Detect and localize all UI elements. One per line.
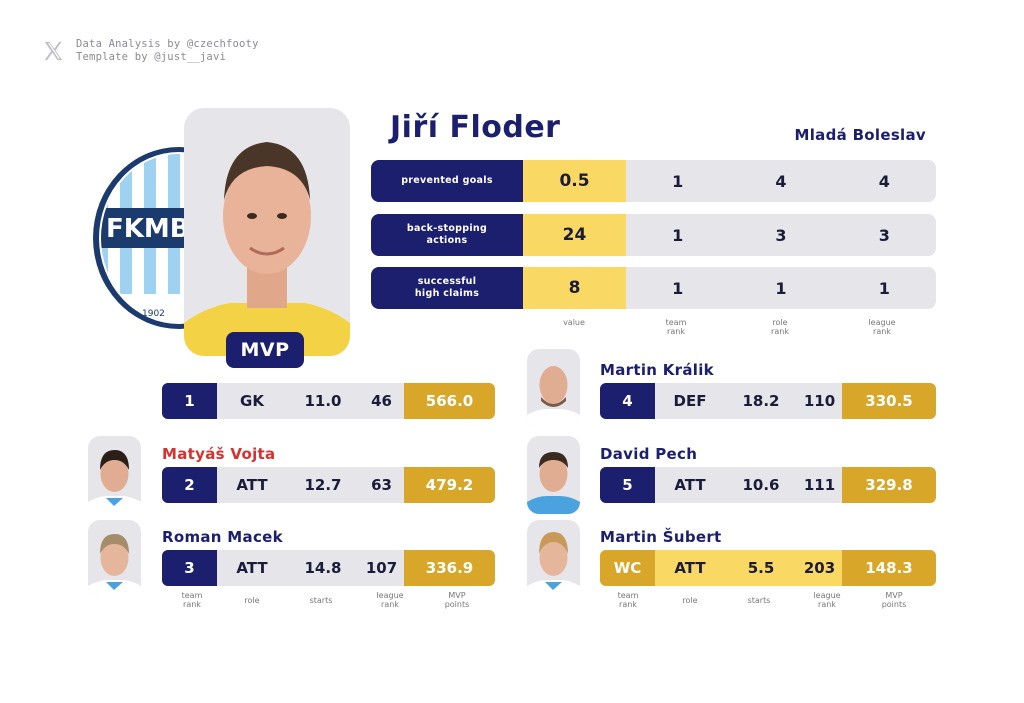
- col-header-league-rank: league rank: [813, 591, 841, 609]
- stat-row-back-stopping: back-stopping actions 24 1 3 3: [371, 214, 936, 256]
- col-header-role: role: [244, 596, 260, 605]
- credit-line-template: Template by @just__javi: [76, 51, 226, 63]
- main-player-photo: [184, 108, 350, 356]
- col-header-mvp-points: MVP points: [881, 591, 907, 609]
- stat-role-rank: 1: [775, 278, 787, 298]
- stat-label: successful high claims: [371, 267, 523, 309]
- crest-text: FKMB: [106, 214, 190, 244]
- player-portrait-icon: [88, 534, 141, 598]
- col-header-starts: starts: [309, 596, 333, 605]
- ranking-row-macek: 3 ATT 14.8 107 336.9: [162, 550, 495, 586]
- stat-label: prevented goals: [371, 160, 523, 202]
- player-photo-vojta: [88, 436, 141, 514]
- role: ATT: [236, 559, 268, 577]
- ranking-row-vojta: 2 ATT 12.7 63 479.2: [162, 467, 495, 503]
- stat-league-rank: 3: [878, 225, 890, 245]
- col-header-team-rank: team rank: [617, 591, 639, 609]
- mvp-points: 566.0: [404, 383, 495, 419]
- stat-league-rank: 4: [878, 171, 890, 191]
- player-photo-kralik: [527, 349, 580, 427]
- league-rank: 107: [365, 559, 398, 577]
- header-value: value: [563, 318, 585, 327]
- player-name-kralik: Martin Králik: [600, 361, 714, 379]
- stat-team-rank: 1: [672, 225, 684, 245]
- starts: 5.5: [747, 559, 775, 577]
- stat-team-rank: 1: [672, 171, 684, 191]
- stat-row-prevented-goals: prevented goals 0.5 1 4 4: [371, 160, 936, 202]
- stat-role-rank: 4: [775, 171, 787, 191]
- stat-team-rank: 1: [672, 278, 684, 298]
- ranking-row-subert: WC ATT 5.5 203 148.3: [600, 550, 936, 586]
- team-rank: 4: [600, 383, 655, 419]
- player-name-pech: David Pech: [600, 445, 698, 463]
- player-name: Jiří Floder: [390, 110, 561, 145]
- team-rank: 3: [162, 550, 217, 586]
- team-rank: 1: [162, 383, 217, 419]
- mvp-badge: MVP: [226, 332, 304, 368]
- col-header-mvp-points: MVP points: [444, 591, 470, 609]
- credit-lines: Data Analysis by @czechfooty Template by…: [76, 38, 259, 64]
- starts: 11.0: [304, 392, 342, 410]
- player-portrait-icon: [184, 142, 350, 356]
- league-rank: 203: [803, 559, 836, 577]
- ranking-row-main: 1 GK 11.0 46 566.0: [162, 383, 495, 419]
- role: DEF: [673, 392, 707, 410]
- col-header-league-rank: league rank: [376, 591, 404, 609]
- player-portrait-icon: [527, 366, 580, 427]
- stat-league-rank: 1: [878, 278, 890, 298]
- league-rank: 110: [803, 392, 836, 410]
- starts: 12.7: [304, 476, 342, 494]
- header-role-rank: role rank: [771, 318, 789, 336]
- team-rank: 2: [162, 467, 217, 503]
- mvp-points: 329.8: [842, 467, 936, 503]
- stat-row-high-claims: successful high claims 8 1 1 1: [371, 267, 936, 309]
- stat-label: back-stopping actions: [371, 214, 523, 256]
- player-photo-macek: [88, 520, 141, 598]
- club-crest: FKMB 1902: [92, 146, 197, 331]
- col-header-team-rank: team rank: [181, 591, 203, 609]
- mvp-points: 330.5: [842, 383, 936, 419]
- col-header-starts: starts: [747, 596, 771, 605]
- team-rank: WC: [600, 550, 655, 586]
- player-name-subert: Martin Šubert: [600, 528, 722, 546]
- starts: 10.6: [742, 476, 780, 494]
- league-rank: 63: [371, 476, 392, 494]
- mvp-points: 148.3: [842, 550, 936, 586]
- crest-year: 1902: [142, 309, 165, 319]
- credit-line-analysis: Data Analysis by @czechfooty: [76, 38, 259, 50]
- x-logo-icon: [44, 41, 63, 61]
- mvp-points: 479.2: [404, 467, 495, 503]
- role: ATT: [674, 559, 706, 577]
- mvp-points: 336.9: [404, 550, 495, 586]
- starts: 14.8: [304, 559, 342, 577]
- club-name: Mladá Boleslav: [794, 126, 926, 144]
- league-rank: 111: [803, 476, 836, 494]
- header-team-rank: team rank: [665, 318, 687, 336]
- ranking-row-pech: 5 ATT 10.6 111 329.8: [600, 467, 936, 503]
- team-rank: 5: [600, 467, 655, 503]
- player-portrait-icon: [527, 532, 580, 598]
- stat-value: 0.5: [523, 160, 626, 202]
- credits: Data Analysis by @czechfooty Template by…: [42, 38, 259, 64]
- stat-value: 24: [523, 214, 626, 256]
- player-portrait-icon: [88, 450, 141, 514]
- header-league-rank: league rank: [868, 318, 896, 336]
- stat-value: 8: [523, 267, 626, 309]
- role: ATT: [236, 476, 268, 494]
- starts: 18.2: [742, 392, 780, 410]
- col-header-role: role: [682, 596, 698, 605]
- role: ATT: [674, 476, 706, 494]
- stat-role-rank: 3: [775, 225, 787, 245]
- player-photo-subert: [527, 520, 580, 598]
- player-name-vojta: Matyáš Vojta: [162, 445, 276, 463]
- player-photo-pech: [527, 436, 580, 514]
- ranking-row-kralik: 4 DEF 18.2 110 330.5: [600, 383, 936, 419]
- crest-shield-icon: FKMB 1902: [93, 147, 197, 329]
- player-name-macek: Roman Macek: [162, 528, 283, 546]
- league-rank: 46: [371, 392, 392, 410]
- player-portrait-icon: [527, 452, 580, 514]
- role: GK: [240, 392, 264, 410]
